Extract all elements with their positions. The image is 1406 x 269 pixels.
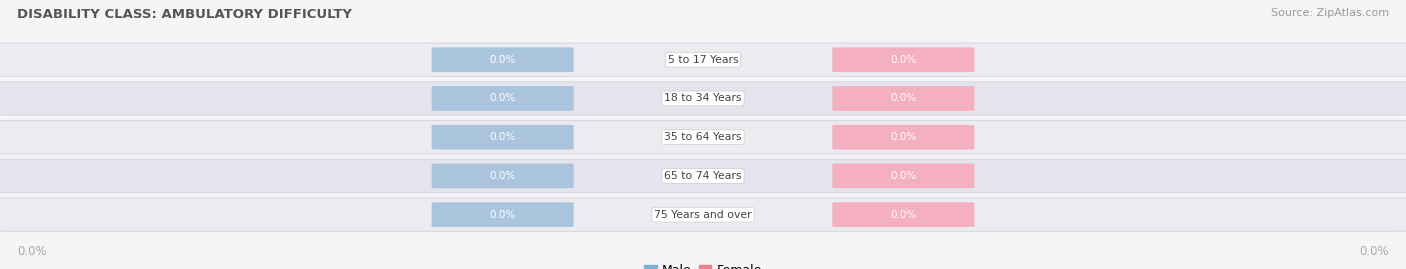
Legend: Male, Female: Male, Female <box>640 259 766 269</box>
FancyBboxPatch shape <box>0 43 1406 76</box>
Text: 0.0%: 0.0% <box>890 93 917 104</box>
FancyBboxPatch shape <box>832 164 974 188</box>
Text: 0.0%: 0.0% <box>489 210 516 220</box>
FancyBboxPatch shape <box>432 125 574 150</box>
Text: 0.0%: 0.0% <box>489 132 516 142</box>
Text: 0.0%: 0.0% <box>489 55 516 65</box>
FancyBboxPatch shape <box>0 198 1406 231</box>
Text: 0.0%: 0.0% <box>890 55 917 65</box>
FancyBboxPatch shape <box>0 159 1406 193</box>
Text: 0.0%: 0.0% <box>489 171 516 181</box>
Text: 75 Years and over: 75 Years and over <box>654 210 752 220</box>
FancyBboxPatch shape <box>832 47 974 72</box>
FancyBboxPatch shape <box>432 47 574 72</box>
Text: DISABILITY CLASS: AMBULATORY DIFFICULTY: DISABILITY CLASS: AMBULATORY DIFFICULTY <box>17 8 352 21</box>
Text: 0.0%: 0.0% <box>890 210 917 220</box>
Text: 0.0%: 0.0% <box>890 132 917 142</box>
Text: 18 to 34 Years: 18 to 34 Years <box>664 93 742 104</box>
FancyBboxPatch shape <box>832 86 974 111</box>
FancyBboxPatch shape <box>832 125 974 150</box>
FancyBboxPatch shape <box>432 164 574 188</box>
Text: 0.0%: 0.0% <box>489 93 516 104</box>
Text: 0.0%: 0.0% <box>17 245 46 258</box>
FancyBboxPatch shape <box>432 202 574 227</box>
FancyBboxPatch shape <box>832 202 974 227</box>
Text: 0.0%: 0.0% <box>890 171 917 181</box>
FancyBboxPatch shape <box>432 86 574 111</box>
Text: Source: ZipAtlas.com: Source: ZipAtlas.com <box>1271 8 1389 18</box>
Text: 65 to 74 Years: 65 to 74 Years <box>664 171 742 181</box>
Text: 35 to 64 Years: 35 to 64 Years <box>664 132 742 142</box>
Text: 5 to 17 Years: 5 to 17 Years <box>668 55 738 65</box>
FancyBboxPatch shape <box>0 121 1406 154</box>
Text: 0.0%: 0.0% <box>1360 245 1389 258</box>
FancyBboxPatch shape <box>0 82 1406 115</box>
